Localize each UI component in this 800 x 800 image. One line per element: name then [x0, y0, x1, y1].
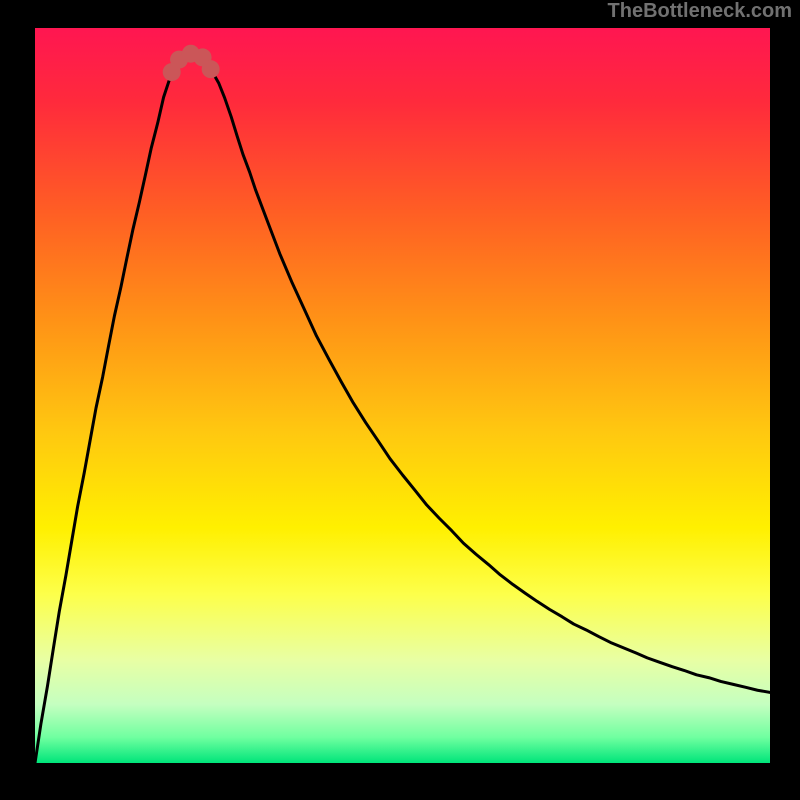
valley-marker	[202, 60, 220, 78]
chart-container	[35, 28, 770, 763]
chart-svg	[35, 28, 770, 763]
chart-background	[35, 28, 770, 763]
canvas-root: TheBottleneck.com	[0, 0, 800, 800]
watermark-text: TheBottleneck.com	[608, 0, 792, 23]
